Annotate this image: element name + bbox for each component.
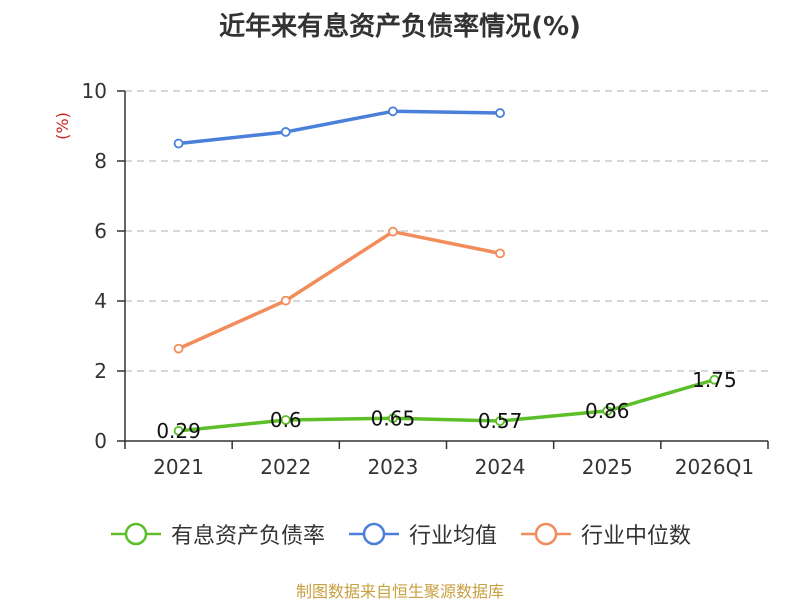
data-point [495,416,505,426]
legend-item[interactable]: 行业中位数 [519,518,691,550]
data-point [173,343,184,354]
data-point [602,405,613,416]
data-point [388,413,398,424]
data-point [495,248,505,259]
series-line-2 [177,229,501,351]
x-tick-label: 2026Q1 [675,455,754,479]
legend-swatch [348,522,399,546]
x-tick-label: 2022 [260,455,311,479]
data-point [709,374,720,385]
data-point [280,295,291,306]
series-line-0 [178,378,715,433]
y-axis-label: (%) [53,112,72,140]
y-tick-label: 4 [94,289,107,313]
data-point [280,415,291,425]
chart-title: 近年来有息资产负债率情况(%) [219,12,581,42]
y-tick-label: 2 [94,359,107,383]
data-point [495,108,505,118]
legend-swatch [110,522,161,546]
data-point [280,127,291,137]
source-note: 制图数据来自恒生聚源数据库 [295,582,504,601]
data-point [388,106,398,117]
y-tick-label: 6 [94,219,107,243]
x-tick-label: 2021 [153,455,204,479]
y-tick-label: 8 [94,149,107,173]
x-tick-label: 2023 [367,455,418,479]
y-tick-label: 0 [94,429,107,453]
x-tick-label: 2024 [475,455,526,479]
data-label: 0.65 [371,406,416,430]
data-point [388,226,398,237]
data-label: 0.57 [478,409,523,433]
y-tick-label: 10 [82,79,107,103]
legend-swatch [521,522,571,546]
data-label: 1.75 [692,368,737,392]
legend-label: 行业均值 [408,524,497,549]
legend-label: 行业中位数 [581,524,692,549]
legend-label: 有息资产负债率 [170,524,325,549]
x-tick-label: 2025 [582,455,633,479]
legend: 有息资产负债率 行业均值 行业中位数 [0,518,800,550]
data-label: 0.86 [585,399,630,423]
data-point [173,138,184,149]
legend-item[interactable]: 有息资产负债率 [109,518,325,550]
series-line-1 [178,109,501,146]
data-label: 0.29 [156,419,201,443]
legend-item[interactable]: 行业均值 [347,518,497,550]
data-label: 0.6 [270,408,302,432]
data-point [173,425,184,436]
